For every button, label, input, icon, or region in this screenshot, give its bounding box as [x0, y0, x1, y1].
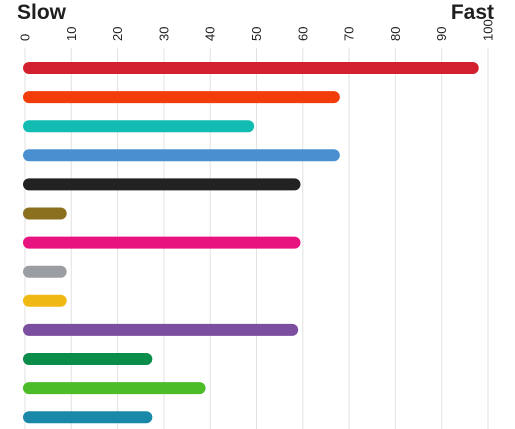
fast-label: Fast	[450, 1, 494, 24]
slow-label: Slow	[17, 1, 67, 24]
tick-label-80: 80	[388, 27, 403, 41]
tick-label-10: 10	[64, 27, 79, 41]
tick-label-70: 70	[342, 27, 357, 41]
tick-label-20: 20	[110, 27, 125, 41]
tick-label-40: 40	[203, 27, 218, 41]
tick-label-90: 90	[434, 27, 449, 41]
tick-label-60: 60	[295, 27, 310, 41]
tick-label-50: 50	[249, 27, 264, 41]
tick-label-30: 30	[156, 27, 171, 41]
tick-label-0: 0	[18, 34, 33, 41]
tick-label-100: 100	[481, 19, 496, 41]
